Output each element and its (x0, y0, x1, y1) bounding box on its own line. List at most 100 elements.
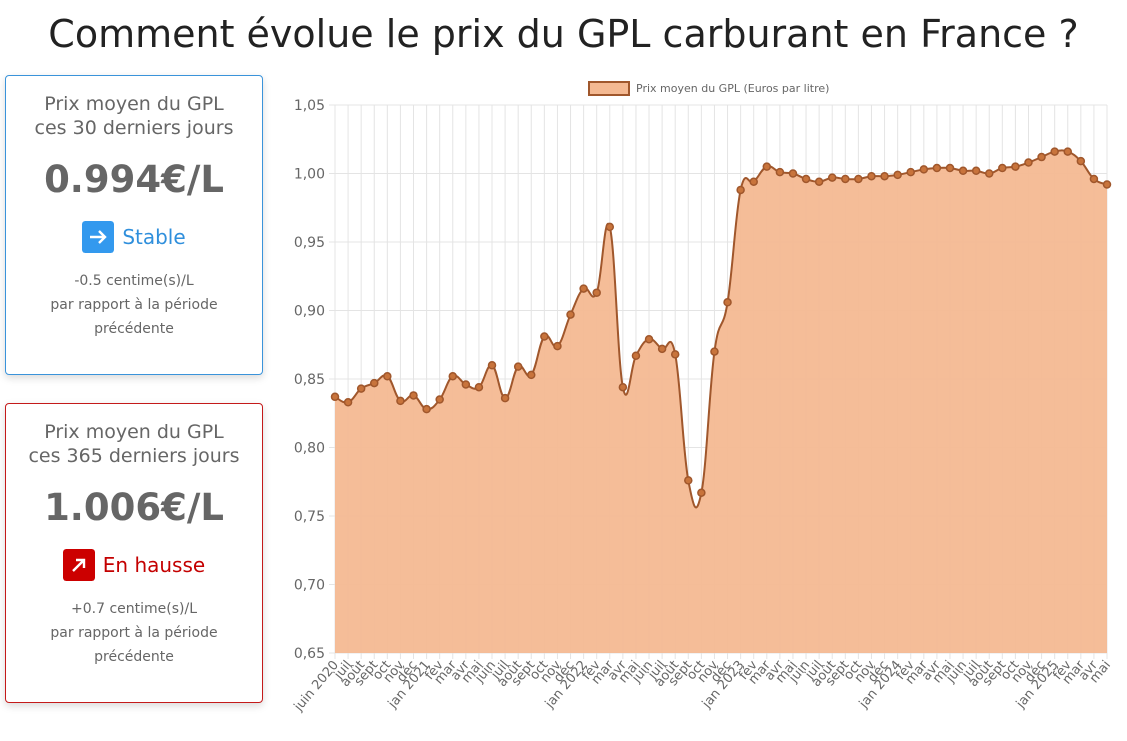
x-tick-label: mar (903, 657, 932, 687)
x-tick-label: juil (959, 658, 983, 683)
y-tick-label: 0,70 (294, 578, 325, 594)
x-tick-label: sept (980, 658, 1010, 689)
point (1024, 158, 1033, 167)
x-tick-label: août (338, 658, 368, 690)
point (932, 163, 942, 173)
x-tick-label: avr (448, 657, 473, 683)
x-tick-label: déc (551, 658, 578, 686)
point (435, 395, 444, 404)
x-tick-label: oct (527, 658, 551, 683)
card-note: par rapport à la période précédente (50, 297, 218, 337)
point (814, 177, 824, 186)
x-tick-label: déc (1022, 658, 1049, 686)
point (1063, 147, 1072, 156)
x-tick-label: sept (666, 658, 696, 689)
x-tick-label: nov (852, 658, 879, 686)
x-tick-label: oct (684, 658, 708, 683)
x-tick-label: mar (1060, 657, 1089, 687)
stable-icon (82, 221, 115, 253)
x-tick-label: mar (432, 657, 461, 687)
x-tick-label: jan 2022 (542, 658, 591, 712)
point (448, 372, 458, 381)
card-heading: Prix moyen du GPL ces 365 derniers jours (28, 421, 240, 467)
page-title: Comment évolue le prix du GPL carburant … (48, 12, 1079, 56)
point (1076, 156, 1086, 166)
x-tick-label: juil (488, 658, 512, 683)
card-status-row: En hausse (6, 549, 262, 581)
x-tick-label: juil (645, 658, 669, 683)
point (984, 169, 994, 178)
card-note: par rapport à la période précédente (50, 625, 218, 665)
line (334, 149, 1108, 509)
x-tick-label: nov (381, 658, 408, 686)
point (1102, 180, 1112, 189)
point (330, 392, 340, 402)
point (775, 167, 785, 177)
x-tick-label: mar (746, 657, 775, 687)
x-tick-label: fév (1050, 658, 1075, 683)
x-tick-label: mai (459, 658, 486, 686)
y-tick-label: 0,80 (294, 441, 325, 457)
point (605, 222, 615, 232)
x-tick-label: nov (695, 658, 722, 686)
point (474, 382, 484, 392)
x-tick-label: déc (394, 658, 421, 686)
x-tick-label: sept (509, 658, 539, 689)
x-tick-label: juil (802, 658, 826, 683)
point (566, 310, 575, 319)
x-tick-label: fév (736, 658, 761, 683)
card-change: -0.5 centime(s)/L (74, 273, 194, 289)
card-change: +0.7 centime(s)/L (71, 601, 197, 617)
point (670, 350, 680, 359)
point (893, 170, 902, 180)
point (906, 167, 915, 177)
point (500, 393, 510, 403)
x-tick-label: déc (865, 658, 892, 686)
x-tick-label: août (652, 658, 682, 690)
point (553, 341, 562, 351)
y-tick-label: 0,65 (294, 646, 325, 662)
point (396, 396, 405, 406)
point (513, 362, 523, 371)
point (1050, 147, 1059, 156)
y-tick-label: 1,05 (294, 98, 325, 114)
point (854, 174, 863, 184)
point (631, 351, 641, 360)
card-status-row: Stable (6, 221, 262, 253)
point (343, 398, 353, 407)
x-tick-label: déc (708, 658, 735, 686)
point (998, 163, 1007, 173)
point (841, 174, 850, 184)
point (723, 298, 732, 307)
point (919, 165, 929, 174)
legend-swatch (588, 81, 630, 96)
x-tick-label: mai (1087, 658, 1114, 686)
point (762, 162, 772, 171)
x-tick-label: oct (998, 658, 1022, 683)
point (527, 370, 536, 380)
x-tick-label: juin (943, 658, 970, 687)
x-tick-label: juin 2020 (291, 658, 342, 715)
point (749, 177, 758, 186)
point (1089, 174, 1099, 184)
point (618, 382, 628, 392)
y-tick-label: 1,00 (294, 167, 325, 183)
point (971, 166, 981, 176)
x-tick-label: mar (589, 657, 618, 687)
point (880, 171, 889, 181)
x-tick-label: avr (1076, 657, 1101, 683)
x-tick-label: jan 2024 (856, 658, 905, 712)
card-status: En hausse (102, 553, 206, 577)
point (1037, 152, 1046, 162)
point (370, 378, 379, 388)
x-tick-label: jan 2025 (1013, 658, 1062, 712)
card-price: 1.006€/L (44, 486, 224, 529)
point (958, 166, 968, 176)
x-tick-label: oct (370, 658, 394, 683)
point (827, 173, 837, 182)
point (945, 163, 955, 173)
x-tick-label: jan 2021 (385, 658, 434, 712)
x-tick-label: nov (1009, 658, 1036, 686)
